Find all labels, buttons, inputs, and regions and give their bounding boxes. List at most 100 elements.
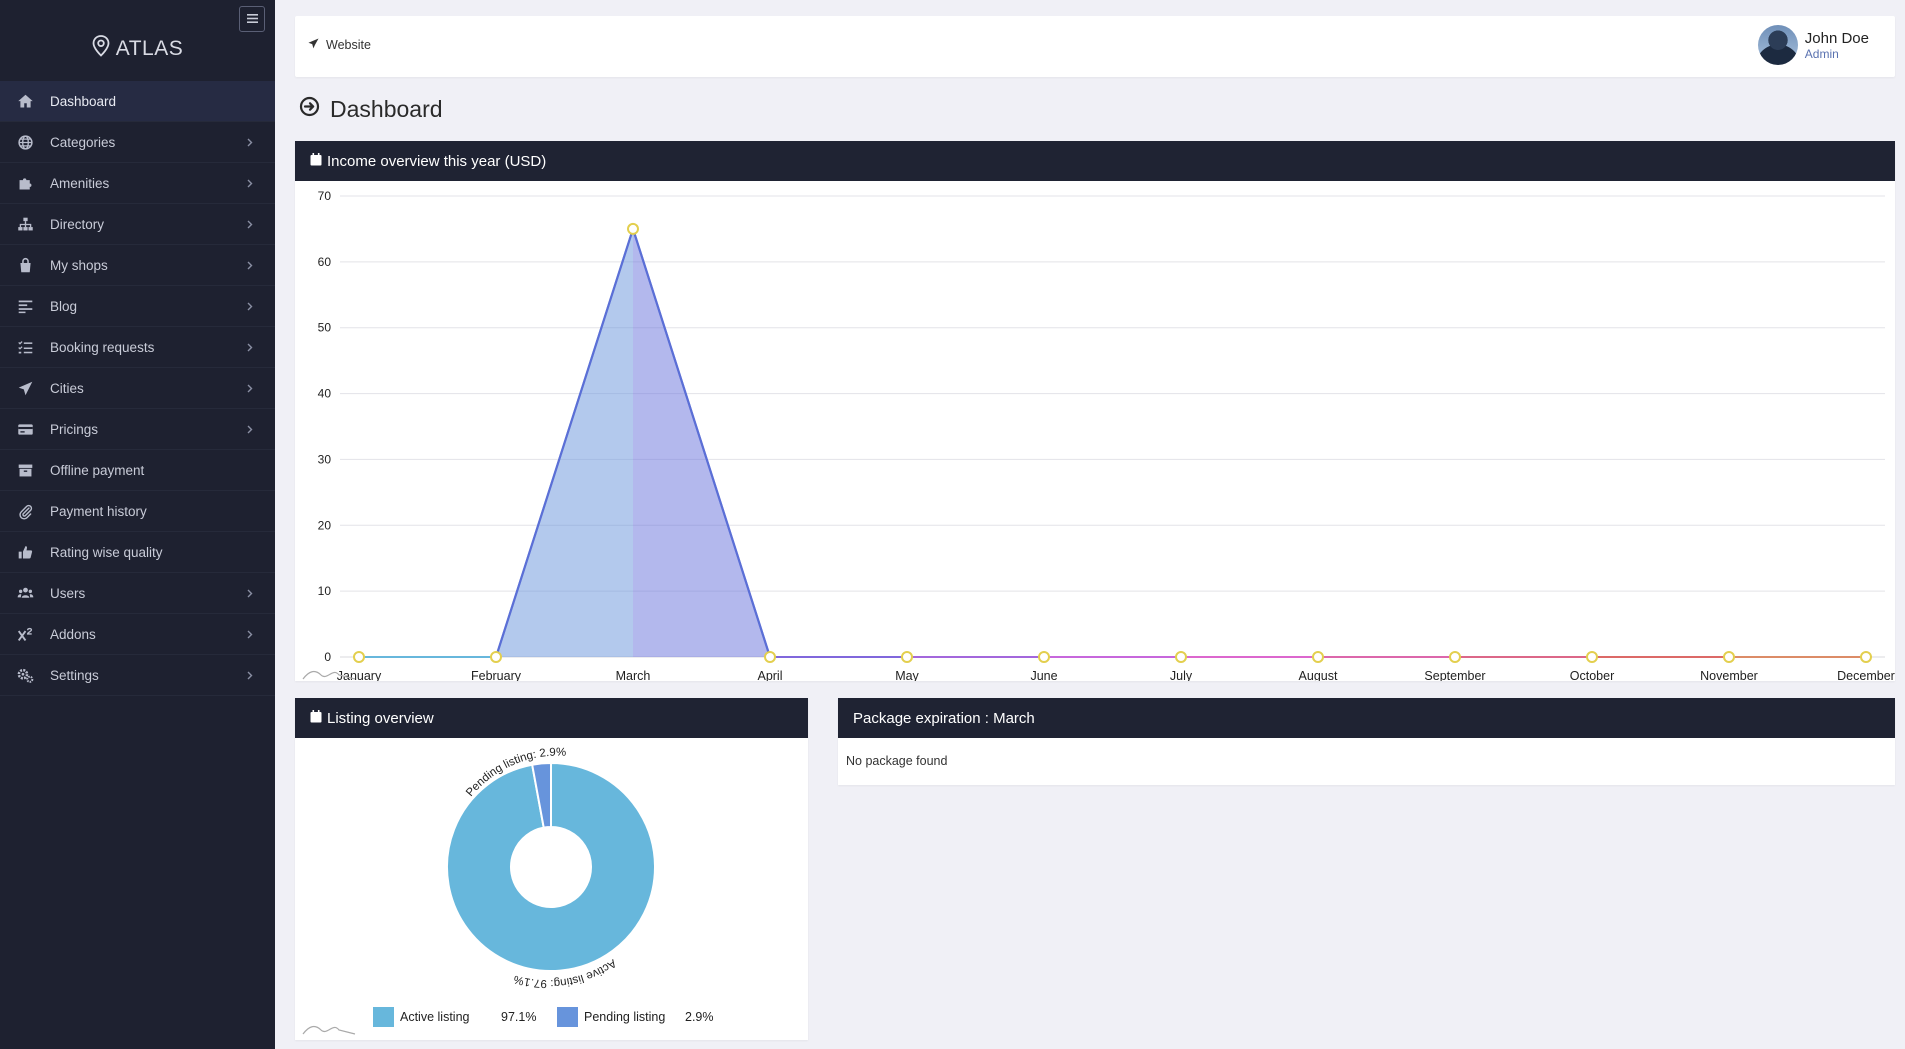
website-link[interactable]: Website [308,38,371,52]
cogs-icon [15,665,35,685]
users-icon [15,583,35,603]
brand-name: ATLAS [115,37,184,60]
legend-label[interactable]: Active listing [400,1010,470,1024]
sidebar-nav: Dashboard Categories Amenities Directory My … [0,81,275,696]
sidebar-item-rating-wise-quality[interactable]: Rating wise quality [0,532,275,573]
list-check-icon [15,337,35,357]
chevron-right-icon [245,178,255,188]
sidebar-item-label: Rating wise quality [50,544,163,560]
data-point[interactable] [627,222,639,235]
x-tick-label: June [1030,669,1057,681]
y-tick-label: 10 [318,584,332,598]
user-name: John Doe [1804,29,1869,47]
sidebar-item-users[interactable]: Users [0,573,275,614]
empty-state-text: No package found [846,754,948,768]
superscript-icon [15,624,35,644]
panel-header: Income overview this year (USD) [295,141,1895,181]
chevron-right-icon [245,424,255,434]
home-icon [15,91,35,111]
sidebar-item-directory[interactable]: Directory [0,204,275,245]
sidebar-item-settings[interactable]: Settings [0,655,275,696]
chevron-right-icon [245,260,255,270]
avatar [1757,25,1798,65]
x-tick-label: September [1424,669,1485,681]
data-point[interactable] [353,651,365,663]
x-tick-label: March [616,669,651,681]
data-point[interactable] [1038,651,1050,663]
legend-swatch[interactable] [557,1007,578,1027]
chevron-right-icon [245,670,255,680]
sidebar-item-label: Blog [50,298,78,314]
sidebar-item-label: Pricings [50,421,99,437]
legend-value: 2.9% [685,1010,714,1024]
paper-plane-icon [308,38,319,52]
sidebar-item-label: Booking requests [50,339,155,355]
sidebar-item-my-shops[interactable]: My shops [0,245,275,286]
globe-icon [15,132,35,152]
shopping-bag-icon [15,255,35,275]
sidebar-item-amenities[interactable]: Amenities [0,163,275,204]
income-chart: 0 10 20 30 40 50 60 70 January February March April… [302,189,1895,681]
sidebar-item-blog[interactable]: Blog [0,286,275,327]
paper-plane-icon [15,378,35,398]
puzzle-icon [15,173,35,193]
y-tick-label: 20 [318,518,332,532]
hamburger-icon [246,10,258,28]
data-point[interactable] [490,651,502,663]
pie-slice[interactable] [530,761,552,829]
sidebar-item-booking-requests[interactable]: Booking requests [0,327,275,368]
pie-slice[interactable] [446,761,656,972]
legend-label[interactable]: Pending listing [584,1010,665,1024]
sidebar-item-label: Directory [50,216,105,232]
calendar-icon [310,152,322,170]
data-point[interactable] [1175,651,1187,663]
user-menu[interactable]: John Doe Admin [1757,25,1869,65]
package-expiration-panel: Package expiration : March No package fo… [838,698,1895,785]
x-tick-label: October [1570,669,1614,681]
data-point[interactable] [1860,651,1872,663]
sidebar-item-label: Payment history [50,503,147,519]
sidebar-item-label: Offline payment [50,462,145,478]
chart-scrollbar-icon[interactable] [302,670,356,680]
data-point[interactable] [1449,651,1461,663]
y-tick-label: 0 [324,650,331,664]
data-point[interactable] [901,651,913,663]
sidebar-item-label: My shops [50,257,108,273]
arrow-circle-right-icon [299,96,320,123]
sidebar-item-addons[interactable]: Addons [0,614,275,655]
archive-icon [15,460,35,480]
sidebar-item-categories[interactable]: Categories [0,122,275,163]
x-tick-label: August [1299,669,1338,681]
sidebar: ATLAS Dashboard Categories Amenities Direct… [0,0,275,1049]
user-role: Admin [1804,46,1839,61]
chevron-right-icon [245,383,255,393]
sidebar-item-offline-payment[interactable]: Offline payment [0,450,275,491]
thumbs-up-icon [15,542,35,562]
brand-logo[interactable]: ATLAS [0,34,275,64]
y-tick-label: 70 [318,189,332,203]
x-tick-label: January [337,669,382,681]
income-overview-panel: Income overview this year (USD) 0 10 20 30 4… [295,141,1895,681]
sidebar-item-label: Categories [50,134,116,150]
data-point[interactable] [764,651,776,663]
menu-toggle-button[interactable] [239,6,265,32]
chevron-right-icon [245,588,255,598]
credit-card-icon [15,419,35,439]
legend-swatch[interactable] [373,1007,394,1027]
sidebar-item-pricings[interactable]: Pricings [0,409,275,450]
legend-value: 97.1% [501,1010,536,1024]
sidebar-item-dashboard[interactable]: Dashboard [0,81,275,122]
chart-scrollbar-icon[interactable] [302,1025,356,1035]
sidebar-item-payment-history[interactable]: Payment history [0,491,275,532]
sidebar-item-label: Cities [50,380,84,396]
chevron-right-icon [245,342,255,352]
page-title: Dashboard [299,96,443,123]
paperclip-icon [15,501,35,521]
sidebar-item-cities[interactable]: Cities [0,368,275,409]
calendar-icon [310,709,322,727]
x-tick-label: July [1170,669,1193,681]
data-point[interactable] [1723,651,1735,663]
data-point[interactable] [1586,651,1598,663]
x-tick-label: November [1700,669,1758,681]
data-point[interactable] [1312,651,1324,663]
